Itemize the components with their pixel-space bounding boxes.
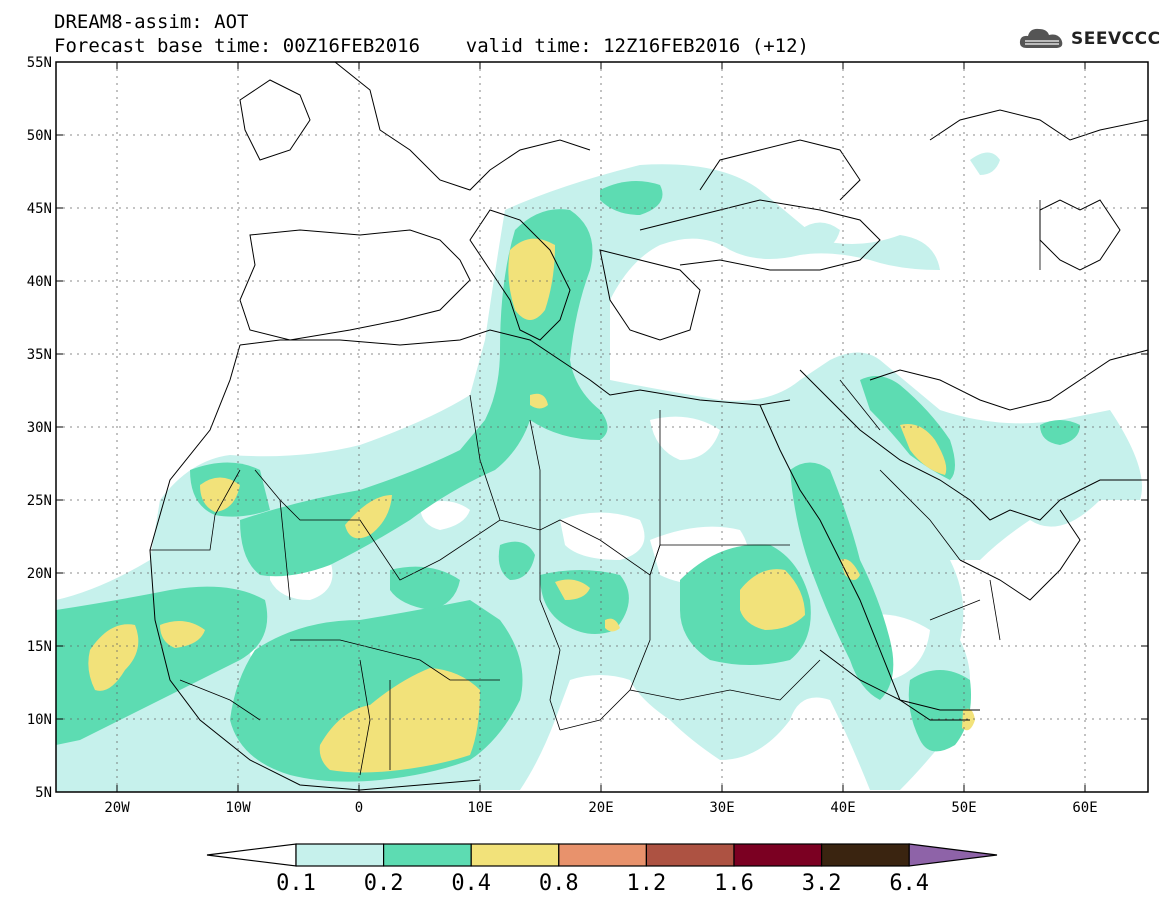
lon-label: 20W	[104, 800, 130, 816]
lon-label: 10W	[225, 800, 251, 816]
coastlines	[149, 62, 1148, 791]
colorbar-segment	[820, 843, 910, 867]
colorbar-label: 0.4	[451, 871, 491, 896]
colorbar-segment	[733, 843, 823, 867]
lon-label: 10E	[467, 800, 492, 816]
colorbar-segment	[383, 843, 472, 867]
lat-label: 55N	[27, 55, 52, 71]
colorbar: 0.1 0.2 0.4 0.8 1.2 1.6 3.2 6.4	[206, 843, 998, 896]
lat-label: 25N	[27, 493, 52, 509]
lon-label: 60E	[1072, 800, 1097, 816]
colorbar-label: 0.2	[364, 871, 404, 896]
seevccc-logo: SEEVCCC	[1017, 24, 1161, 54]
lat-label: 10N	[27, 712, 52, 728]
lat-label: 35N	[27, 347, 52, 363]
latitude-labels: 55N 50N 45N 40N 35N 30N 25N 20N 15N 10N …	[27, 55, 52, 801]
axis-ticks	[56, 61, 1148, 793]
lon-label: 0	[355, 800, 363, 816]
aot-contours	[56, 152, 1142, 792]
gridlines	[56, 62, 1148, 792]
colorbar-label: 3.2	[802, 871, 842, 896]
aot-band-0.4	[88, 238, 975, 773]
lon-label: 30E	[709, 800, 734, 816]
lat-label: 20N	[27, 566, 52, 582]
colorbar-segment	[558, 843, 647, 867]
colorbar-label: 0.8	[539, 871, 579, 896]
lat-label: 5N	[35, 785, 52, 801]
lon-label: 50E	[951, 800, 976, 816]
cloud-icon	[1019, 28, 1063, 48]
colorbar-segment	[295, 843, 385, 867]
colorbar-min-arrow	[206, 843, 297, 867]
lat-label: 40N	[27, 274, 52, 290]
lon-label: 20E	[588, 800, 613, 816]
time-info: Forecast base time: 00Z16FEB2016 valid t…	[54, 35, 809, 57]
colorbar-label: 1.2	[627, 871, 667, 896]
colorbar-segment	[645, 843, 735, 867]
colorbar-segment	[470, 843, 560, 867]
logo-wordmark: SEEVCCC	[1071, 29, 1161, 49]
colorbar-label: 6.4	[889, 871, 929, 896]
lat-label: 30N	[27, 420, 52, 436]
colorbar-label: 0.1	[276, 871, 316, 896]
lat-label: 50N	[27, 128, 52, 144]
colorbar-max-arrow	[908, 843, 998, 867]
lon-label: 40E	[830, 800, 855, 816]
longitude-labels: 20W 10W 0 10E 20E 30E 40E 50E 60E	[104, 800, 1097, 816]
country-borders	[150, 200, 1041, 776]
lat-label: 45N	[27, 201, 52, 217]
colorbar-label: 1.6	[714, 871, 754, 896]
lat-label: 15N	[27, 639, 52, 655]
map-title: DREAM8-assim: AOT	[54, 11, 249, 33]
